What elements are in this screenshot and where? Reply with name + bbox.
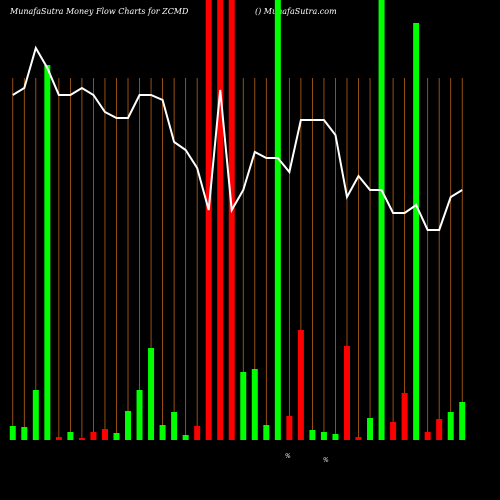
- bar: [320, 432, 327, 440]
- bar: [171, 412, 178, 440]
- bar: [182, 435, 189, 440]
- bar: [240, 372, 247, 440]
- bar: [148, 348, 155, 440]
- bar: [32, 390, 39, 440]
- bar: [459, 402, 466, 440]
- bar: [136, 390, 143, 440]
- bar: [390, 422, 397, 440]
- bar: [367, 418, 374, 440]
- bar: [55, 437, 62, 440]
- bar: [90, 432, 97, 440]
- bar: [251, 369, 258, 440]
- bar: [194, 426, 201, 440]
- bar: [378, 0, 385, 440]
- bar: [217, 0, 224, 440]
- bar: [401, 393, 408, 440]
- bar: [21, 427, 28, 440]
- bar: [413, 23, 420, 440]
- bar: [424, 432, 431, 440]
- bar: [355, 437, 362, 440]
- price-line: [12, 45, 463, 231]
- bar: [159, 425, 166, 440]
- bar: [78, 438, 85, 440]
- bar: [44, 65, 51, 440]
- bar: [228, 0, 235, 440]
- bar: [332, 434, 339, 440]
- bar: [309, 430, 316, 440]
- annotation: %: [285, 453, 291, 460]
- bar: [274, 0, 281, 440]
- bar: [113, 433, 120, 440]
- bar: [286, 416, 293, 440]
- bar: [67, 432, 74, 440]
- chart-subtitle: () MunafaSutra.com: [255, 7, 337, 16]
- bar: [297, 330, 304, 440]
- bar: [263, 425, 270, 440]
- bar: [343, 346, 350, 440]
- annotation: %: [323, 457, 329, 464]
- bar: [205, 0, 212, 440]
- bar: [447, 412, 454, 440]
- bar: [436, 419, 443, 440]
- bar: [125, 411, 132, 440]
- chart-title: MunafaSutra Money Flow Charts for ZCMD: [9, 7, 189, 16]
- bar: [101, 429, 108, 440]
- bar: [9, 426, 16, 440]
